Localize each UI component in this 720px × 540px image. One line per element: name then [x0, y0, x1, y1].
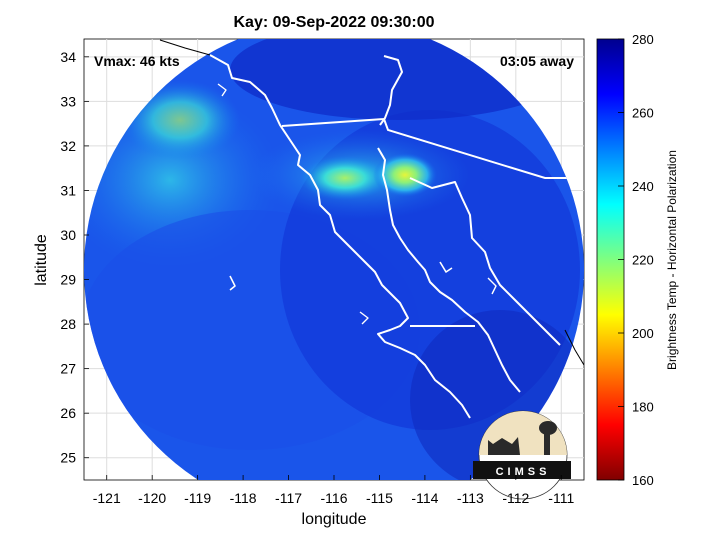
cimss-logo: CIMSS	[473, 410, 571, 500]
colorbar-ticks: 160 180 200 220 240 260 280	[618, 32, 654, 488]
logo-text: CIMSS	[496, 466, 551, 478]
chart-title: Kay: 09-Sep-2022 09:30:00	[233, 14, 435, 31]
colorbar-tick-label: 160	[632, 473, 654, 488]
y-tick-label: 27	[60, 361, 76, 377]
y-tick-label: 31	[60, 182, 76, 198]
y-tick-label: 30	[60, 227, 76, 243]
x-tick-label: -116	[321, 490, 348, 506]
y-tick-label: 28	[60, 316, 76, 332]
x-tick-label: -119	[184, 490, 211, 506]
x-tick-label: -113	[457, 490, 484, 506]
x-tick-label: -114	[411, 490, 438, 506]
y-tick-label: 29	[60, 272, 76, 288]
coastlines	[209, 54, 561, 419]
x-tick-label: -115	[366, 490, 393, 506]
x-axis-label: longitude	[301, 511, 367, 528]
y-tick-label: 33	[60, 93, 76, 109]
x-tick-label: -112	[502, 490, 529, 506]
colorbar-tick-label: 260	[632, 106, 654, 121]
colorbar-tick-label: 280	[632, 32, 654, 47]
colorbar-tick-label: 180	[632, 400, 654, 415]
x-tick-label: -118	[230, 490, 257, 506]
x-tick-label: -111	[548, 490, 574, 506]
country-borders	[281, 117, 584, 327]
x-tick-label: -120	[138, 490, 166, 506]
colorbar-tick-label: 200	[632, 326, 654, 341]
colorbar-tick-label: 240	[632, 179, 654, 194]
brightness-temperature-swath	[84, 39, 584, 480]
y-ticks: 25 26 27 28 29 30 31 32 33 34	[60, 49, 89, 466]
y-tick-label: 26	[60, 405, 76, 421]
y-tick-label: 34	[60, 49, 76, 65]
time-away-annotation: 03:05 away	[500, 53, 574, 69]
x-tick-label: -121	[93, 490, 121, 506]
colorbar-tick-label: 220	[632, 253, 654, 268]
y-tick-label: 25	[60, 450, 76, 466]
x-tick-label: -117	[275, 490, 302, 506]
x-ticks: -121 -120 -119 -118 -117 -116 -115 -114 -113 -112…	[93, 475, 574, 506]
y-tick-label: 32	[60, 138, 76, 154]
vmax-annotation: Vmax: 46 kts	[94, 53, 180, 69]
